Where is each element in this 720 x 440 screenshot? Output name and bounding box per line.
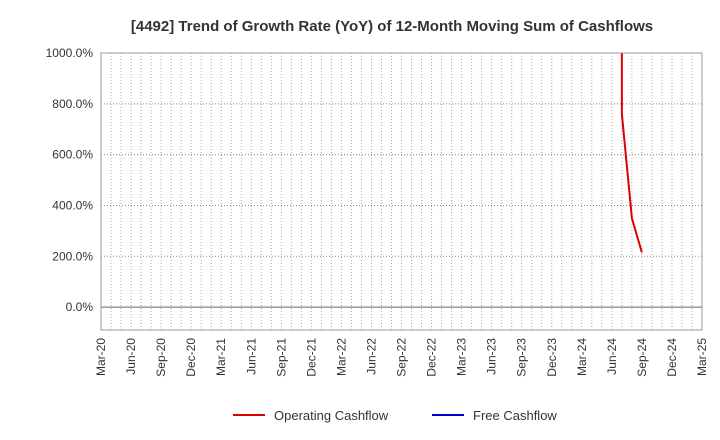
x-tick-label: Sep-21 <box>274 338 288 377</box>
x-tick-label: Sep-24 <box>635 338 649 377</box>
x-tick-label: Dec-22 <box>425 338 439 377</box>
x-tick-label: Dec-20 <box>184 338 198 377</box>
x-tick-label: Jun-24 <box>605 338 619 375</box>
y-tick-label: 600.0% <box>52 148 93 162</box>
x-tick-label: Jun-23 <box>485 338 499 375</box>
x-tick-label: Mar-25 <box>695 338 709 376</box>
x-tick-label: Mar-23 <box>455 338 469 376</box>
legend-label: Operating Cashflow <box>274 408 389 423</box>
series-lines <box>620 53 643 253</box>
y-tick-label: 800.0% <box>52 97 93 111</box>
y-tick-label: 200.0% <box>52 249 93 263</box>
x-tick-label: Dec-23 <box>545 338 559 377</box>
x-tick-label: Jun-20 <box>124 338 138 375</box>
x-tick-label: Dec-21 <box>304 338 318 377</box>
x-tick-label: Mar-24 <box>575 338 589 376</box>
x-axis: Mar-20 Jun-20 Sep-20 Dec-20 Mar-21 Jun-21 Sep-… <box>94 338 709 377</box>
x-tick-label: Sep-22 <box>395 338 409 377</box>
series-line-0 <box>620 53 643 253</box>
x-tick-label: Sep-23 <box>515 338 529 377</box>
plot-area-frame <box>100 52 703 331</box>
x-tick-label: Dec-24 <box>665 338 679 377</box>
x-tick-label: Sep-20 <box>154 338 168 377</box>
x-tick-label: Jun-21 <box>244 338 258 375</box>
chart-title: [4492] Trend of Growth Rate (YoY) of 12-… <box>131 18 653 35</box>
x-tick-label: Mar-22 <box>334 338 348 376</box>
x-tick-label: Mar-20 <box>94 338 108 376</box>
x-tick-label: Jun-22 <box>364 338 378 375</box>
legend: Operating Cashflow Free Cashflow <box>233 408 557 423</box>
x-tick-label: Mar-21 <box>214 338 228 376</box>
y-tick-label: 400.0% <box>52 198 93 212</box>
y-axis: 0.0% 200.0% 400.0% 600.0% 800.0% 1000.0% <box>46 46 94 314</box>
grid <box>101 53 702 330</box>
legend-label: Free Cashflow <box>473 408 557 423</box>
y-tick-label: 0.0% <box>66 300 94 314</box>
y-tick-label: 1000.0% <box>46 46 94 60</box>
